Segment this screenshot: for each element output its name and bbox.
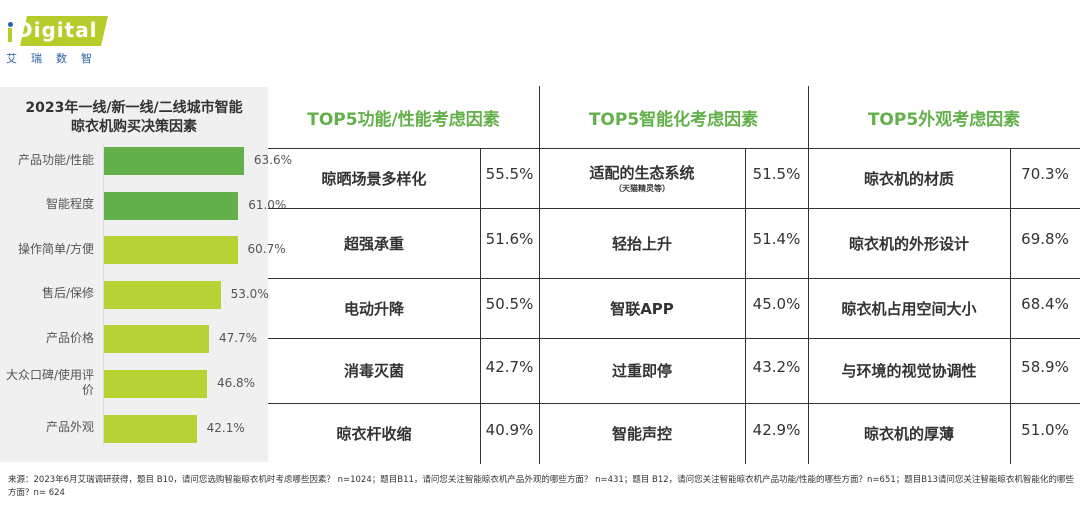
factor-name: 智联APP	[539, 278, 745, 338]
factor-label: 晾衣机的外形设计	[848, 234, 969, 253]
factor-label: 消毒灭菌	[343, 362, 404, 380]
factor-name: 晾衣机的材质	[808, 148, 1010, 208]
factor-value: 68.4%	[1021, 295, 1069, 313]
chart-title: 2023年一线/新一线/二线城市智能晾衣机购买决策因素	[25, 100, 243, 135]
bar-row: 产品外观 42.1%	[0, 413, 268, 443]
factor-value: 43.2%	[752, 357, 801, 376]
value-label: 42.1%	[206, 420, 245, 435]
factor-name: 超强承重	[268, 208, 480, 278]
factor-value: 40.9%	[485, 420, 534, 439]
category-label: 产品功能/性能	[17, 152, 94, 167]
divider	[268, 148, 1080, 149]
value-label: 60.7%	[247, 242, 286, 257]
factor-label: 与环境的视觉协调性	[841, 362, 977, 380]
factor-name: 适配的生态系统 （天猫精灵等）	[539, 148, 745, 208]
divider	[808, 86, 809, 464]
factor-value: 58.9%	[1021, 357, 1069, 376]
value-label: 63.6%	[253, 153, 293, 167]
bar-row: 产品价格 47.7%	[0, 323, 268, 354]
category-label: 大众口碑/使用评价	[5, 368, 94, 397]
factor-label: 适配的生态系统	[589, 164, 695, 182]
logo-text: Digital	[16, 18, 98, 42]
value-label: 46.8%	[216, 376, 256, 390]
value-label: 53.0%	[230, 286, 269, 301]
divider	[480, 148, 481, 464]
factor-label: 过重即停	[611, 362, 672, 380]
factor-label: 超强承重	[343, 234, 404, 253]
factor-label: 晾衣机的厚薄	[863, 425, 954, 443]
factor-label: 晾衣机占用空间大小	[841, 299, 977, 318]
factor-name: 电动升降	[268, 278, 480, 338]
factor-name: 晾衣机的厚薄	[808, 403, 1010, 464]
category-label: 产品价格	[45, 330, 94, 345]
divider	[268, 338, 1080, 339]
bar-row: 大众口碑/使用评价 46.8%	[0, 368, 268, 398]
category-label: 操作简单/方便	[17, 241, 94, 256]
factor-name: 晾晒场景多样化	[268, 148, 480, 208]
factor-label: 晾衣机的材质	[863, 169, 954, 188]
category-label: 产品外观	[45, 420, 94, 435]
factor-table: TOP5功能/性能考虑因素晾晒场景多样化 55.5% 超强承重 51.6% 电动升降 50…	[268, 86, 1080, 464]
column-header: TOP5智能化考虑因素	[588, 109, 759, 130]
factor-label: 电动升降	[343, 299, 404, 318]
bar-row: 售后/保修 53.0%	[0, 279, 269, 309]
column-header: TOP5功能/性能考虑因素	[307, 109, 500, 130]
logo-cn: 艾瑞数智	[6, 52, 106, 65]
factor-value: 51.6%	[485, 230, 534, 248]
divider	[745, 148, 746, 464]
divider	[539, 86, 540, 464]
factor-note: （天猫精灵等）	[614, 184, 670, 193]
factor-value: 55.5%	[485, 165, 534, 183]
factor-name: 智能声控	[539, 403, 745, 464]
factor-value: 42.9%	[752, 420, 801, 439]
factor-name: 与环境的视觉协调性	[808, 338, 1010, 403]
bar	[104, 325, 209, 354]
factor-name: 轻抬上升	[539, 208, 745, 278]
factor-label: 晾衣杆收缩	[336, 425, 412, 443]
bar	[104, 147, 244, 175]
bar	[104, 191, 239, 220]
column-header: TOP5外观考虑因素	[867, 109, 1021, 130]
divider	[1010, 148, 1011, 464]
divider	[268, 208, 1080, 209]
factor-value: 51.5%	[752, 165, 801, 183]
y-axis	[103, 145, 104, 445]
factor-label: 晾晒场景多样化	[321, 169, 427, 188]
bar	[104, 280, 221, 309]
factor-name: 晾衣机的外形设计	[808, 208, 1010, 278]
category-label: 售后/保修	[41, 286, 94, 301]
factor-name: 消毒灭菌	[268, 338, 480, 403]
category-label: 智能程度	[45, 197, 94, 212]
source-footnote: 来源：2023年6月艾瑞调研获得，题目 B10，请问您选购智能晾衣机时考虑哪些因…	[8, 475, 1074, 498]
chart-panel: 2023年一线/新一线/二线城市智能晾衣机购买决策因素 产品功能/性能 63.6…	[0, 87, 292, 462]
bar-row: 操作简单/方便 60.7%	[0, 234, 286, 265]
factor-value: 51.0%	[1021, 420, 1069, 439]
factor-name: 晾衣机占用空间大小	[808, 278, 1010, 338]
factor-value: 69.8%	[1021, 230, 1069, 248]
bar-row: 智能程度 61.0%	[0, 190, 286, 220]
factor-label: 智能声控	[611, 425, 672, 443]
divider	[268, 278, 1080, 279]
value-label: 47.7%	[218, 331, 258, 346]
bar-row: 产品功能/性能 63.6%	[0, 145, 292, 175]
factor-value: 70.3%	[1021, 165, 1069, 183]
factor-label: 智联APP	[610, 299, 674, 318]
bar	[104, 370, 207, 398]
factor-value: 42.7%	[485, 357, 534, 376]
divider	[268, 403, 1080, 404]
factor-name: 晾衣杆收缩	[268, 403, 480, 464]
factor-name: 过重即停	[539, 338, 745, 403]
factor-value: 50.5%	[485, 295, 534, 313]
factor-value: 51.4%	[752, 230, 801, 248]
bar	[104, 236, 238, 265]
factor-value: 45.0%	[752, 295, 801, 313]
factor-label: 轻抬上升	[611, 234, 672, 253]
bar	[104, 414, 197, 443]
